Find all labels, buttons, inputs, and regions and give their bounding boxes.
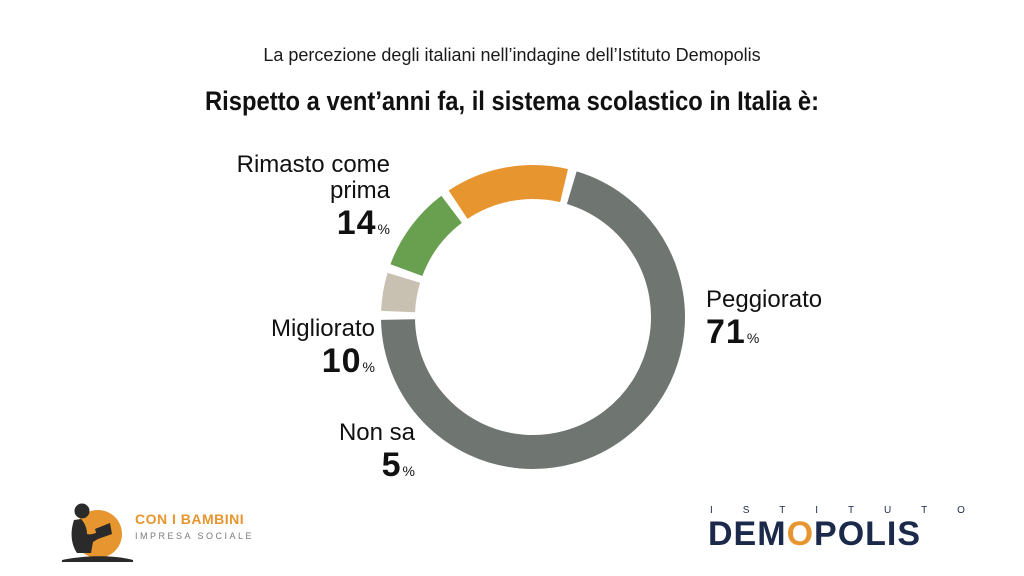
demopolis-istituto: I S T I T U T O — [710, 505, 965, 516]
label-rimasto-line1: Rimasto come — [236, 151, 390, 178]
demopolis-name-b: POLIS — [814, 515, 922, 553]
slice-peggiorato — [381, 171, 685, 469]
child-reading-icon — [62, 503, 133, 562]
con-i-bambini-name: CON I BAMBINI — [135, 511, 245, 527]
value-rimasto-number: 14 — [336, 204, 377, 242]
demopolis-name-a: DEM — [708, 515, 787, 553]
con-i-bambini-logo: CON I BAMBINI IMPRESA SOCIALE — [60, 498, 260, 568]
slice-rimasto-come-prima — [448, 165, 568, 220]
demopolis-name-o: O — [786, 515, 815, 553]
value-nonsa-number: 5 — [381, 446, 402, 484]
istituto-letter: T — [779, 505, 786, 516]
value-migliorato-number: 10 — [321, 342, 362, 380]
istituto-letter: U — [883, 505, 892, 516]
label-peggiorato-name: Peggiorato — [706, 286, 823, 313]
label-migliorato: Migliorato 10% — [200, 316, 375, 380]
value-migliorato-unit: % — [362, 359, 375, 375]
value-nonsa: 5% — [250, 448, 415, 484]
value-nonsa-unit: % — [402, 463, 415, 479]
label-migliorato-name: Migliorato — [270, 315, 375, 342]
demopolis-name: DEMOPOLIS — [708, 515, 921, 554]
value-rimasto: 14% — [190, 206, 390, 242]
value-peggiorato-number: 71 — [706, 313, 746, 351]
istituto-letter: T — [921, 505, 928, 516]
value-peggiorato-unit: % — [746, 330, 760, 346]
istituto-letter: T — [847, 505, 855, 516]
istituto-letter: S — [742, 505, 750, 516]
value-migliorato: 10% — [200, 344, 375, 380]
label-peggiorato: Peggiorato 71% — [706, 287, 906, 351]
istituto-letter: O — [957, 505, 965, 516]
label-non-sa: Non sa 5% — [250, 420, 415, 484]
subtitle: La percezione degli italiani nell’indagi… — [263, 45, 761, 65]
value-peggiorato: 71% — [706, 315, 906, 351]
slice-non-sa — [381, 272, 421, 313]
label-rimasto-come-prima: Rimasto come prima 14% — [190, 152, 390, 242]
chart-title: Rispetto a vent’anni fa, il sistema scol… — [205, 86, 819, 116]
istituto-letter: I — [815, 505, 819, 516]
label-nonsa-name: Non sa — [338, 419, 415, 446]
label-rimasto-line2: prima — [329, 177, 390, 204]
demopolis-logo: I S T I T U T O DEMOPOLIS — [700, 505, 980, 565]
istituto-letter: I — [710, 505, 713, 516]
con-i-bambini-tagline: IMPRESA SOCIALE — [135, 531, 255, 541]
value-rimasto-unit: % — [377, 221, 390, 237]
slice-migliorato — [390, 195, 463, 277]
